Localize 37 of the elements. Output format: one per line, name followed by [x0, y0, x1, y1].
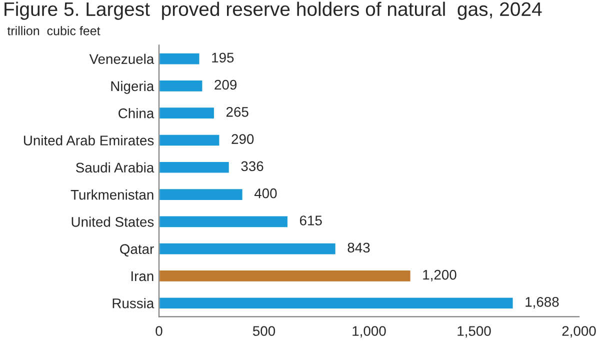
data-label: 265: [226, 106, 248, 117]
bar: [159, 106, 216, 120]
y-tick-label: Russia: [112, 298, 154, 308]
bar: [159, 133, 221, 148]
x-tick-label: 2,000: [562, 326, 596, 338]
x-tick-label: 0: [156, 326, 162, 336]
data-label: 615: [300, 216, 322, 226]
data-label: 209: [214, 80, 237, 90]
bar: [159, 242, 337, 256]
y-tick-label: United States: [72, 216, 154, 227]
data-label: 195: [212, 52, 234, 63]
x-tick-label: 500: [252, 326, 276, 336]
data-label: 290: [232, 134, 254, 144]
y-tick-label: Venezuela: [89, 54, 154, 64]
bar: [159, 188, 244, 202]
x-tick-label: 1,500: [458, 326, 491, 338]
data-label: 1,688: [526, 297, 559, 308]
bar: [159, 52, 201, 66]
bar: [159, 269, 412, 283]
x-tick-label: 1,000: [352, 326, 386, 338]
data-label: 843: [348, 242, 370, 253]
y-tick-label: Iran: [131, 271, 154, 282]
data-label: 1,200: [423, 270, 456, 282]
bar: [159, 296, 514, 310]
data-label: 336: [241, 161, 264, 172]
bar: [159, 214, 289, 228]
chart-title: Figure 5. Largest proved reserve holders of natural gas, 2024: [4, 2, 542, 20]
y-tick-label: United Arab Emirates: [24, 135, 154, 146]
y-tick-label: China: [118, 108, 154, 118]
bar: [159, 79, 204, 93]
y-tick-label: Nigeria: [111, 80, 154, 94]
y-tick-label: Qatar: [120, 244, 154, 256]
data-label: 400: [254, 188, 277, 198]
bar: [159, 160, 230, 174]
y-tick-label: Saudi Arabia: [76, 162, 154, 173]
text: trillion cubic feet: [7, 26, 100, 36]
y-tick-label: Turkmenistan: [70, 190, 154, 200]
